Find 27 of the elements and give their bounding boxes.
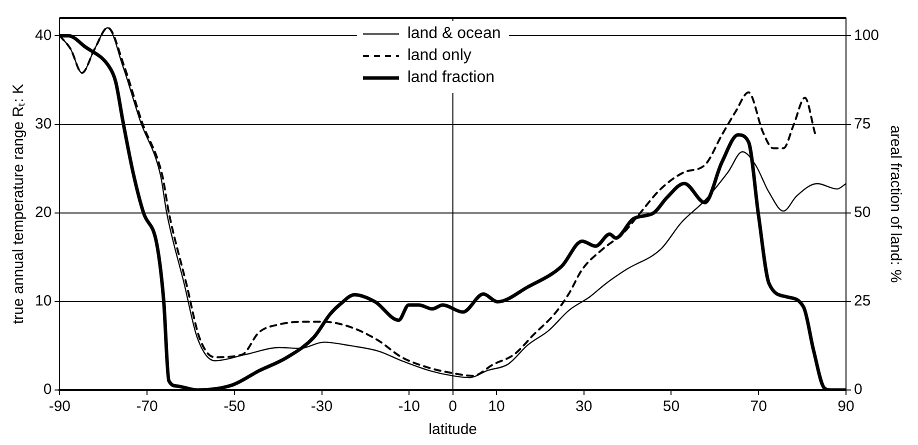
y-axis-title: true annual temperature range Rₜ: K	[10, 84, 28, 324]
x-tick-label: 50	[662, 398, 680, 416]
legend-label: land only	[407, 47, 472, 65]
x-tick-label: -10	[398, 398, 420, 416]
x-tick-label: 0	[448, 398, 457, 416]
x-tick-label: -90	[48, 398, 71, 416]
y-tick-label: 30	[34, 115, 52, 132]
y2-tick-label: 100	[854, 26, 880, 44]
y-tick-label: 0	[43, 381, 52, 398]
y-tick-label: 10	[34, 292, 52, 310]
y2-tick-label: 0	[854, 381, 862, 398]
legend-label: land fraction	[407, 69, 494, 87]
legend-label: land & ocean	[407, 25, 501, 43]
x-tick-label: 30	[576, 398, 592, 416]
x-tick-label: 70	[750, 398, 767, 416]
y2-tick-label: 25	[854, 292, 871, 310]
y-tick-label: 40	[34, 26, 52, 44]
x-tick-label: -70	[136, 398, 158, 416]
x-tick-label: 90	[838, 398, 854, 416]
x-tick-label: 10	[488, 398, 505, 416]
y2-tick-label: 50	[854, 204, 871, 221]
x-tick-label: -50	[224, 398, 246, 416]
y2-tick-label: 75	[854, 115, 871, 132]
x-axis-title: latitude	[428, 421, 478, 438]
x-tick-label: -30	[310, 398, 333, 416]
y2-axis-title: areal fraction of land: %	[886, 125, 904, 283]
y-tick-label: 20	[34, 204, 52, 221]
